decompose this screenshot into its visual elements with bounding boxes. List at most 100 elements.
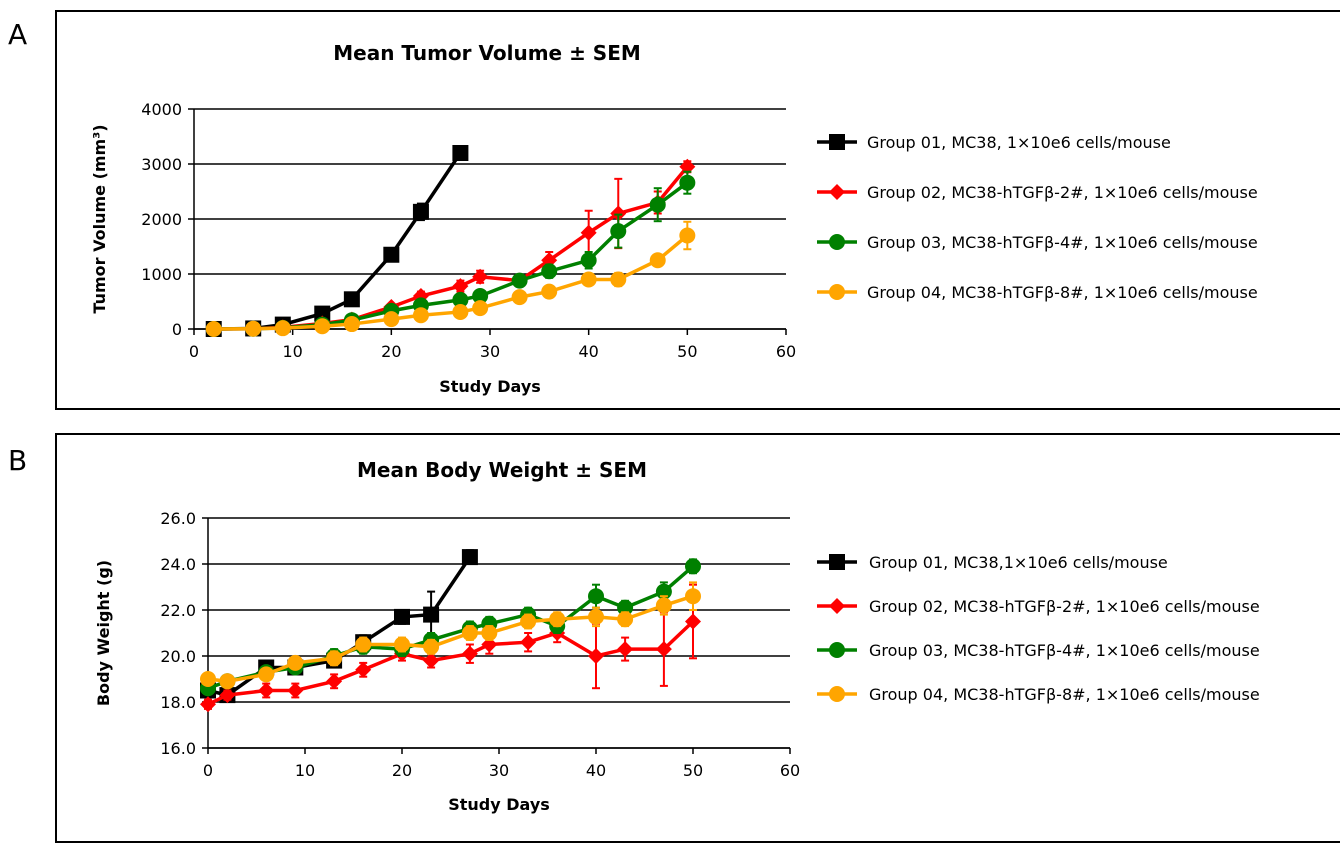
x-tick-label: 30: [480, 342, 500, 361]
data-point: [343, 291, 360, 308]
series-1: [205, 145, 469, 337]
series-4: [205, 220, 696, 337]
x-tick-label: 50: [683, 761, 703, 780]
series-4: [200, 581, 701, 690]
data-point: [685, 558, 701, 575]
panel-letter-a: A: [8, 18, 28, 51]
data-point: [511, 272, 528, 289]
data-point: [655, 641, 672, 658]
legend-item-4: Group 04, MC38-hTGFβ-8#, 1×10e6 cells/mo…: [817, 685, 1260, 704]
data-point: [511, 289, 528, 306]
chart-title: Mean Body Weight ± SEM: [357, 458, 647, 482]
data-point: [355, 661, 372, 678]
panel-b-frame: Mean Body Weight ± SEM 16.0 18.0 20.0 22.0 24…: [55, 433, 1340, 843]
data-point: [355, 636, 372, 653]
data-point: [394, 608, 410, 625]
legend-label: Group 04, MC38-hTGFβ-8#, 1×10e6 cells/mo…: [867, 283, 1258, 302]
legend-swatch-marker: [829, 686, 845, 702]
data-point: [383, 246, 400, 263]
y-tick-label: 2000: [141, 210, 182, 229]
data-point: [274, 320, 291, 337]
legend-label: Group 04, MC38-hTGFβ-8#, 1×10e6 cells/mo…: [869, 685, 1260, 704]
y-tick-label: 3000: [141, 155, 182, 174]
data-point: [205, 321, 222, 337]
data-point: [200, 671, 216, 687]
data-point: [452, 303, 469, 320]
legend-label: Group 03, MC38-hTGFβ-4#, 1×10e6 cells/mo…: [869, 641, 1260, 660]
data-point: [580, 224, 597, 241]
y-tick-label: 26.0: [160, 509, 196, 528]
x-tick-label: 40: [578, 342, 598, 361]
data-point: [461, 625, 478, 641]
legend-item-1: Group 01, MC38,1×10e6 cells/mouse: [817, 553, 1168, 572]
data-point: [617, 641, 634, 658]
x-tick-label: 50: [677, 342, 697, 361]
data-point: [245, 320, 262, 337]
x-tick-label: 0: [189, 342, 199, 361]
data-point: [549, 611, 566, 628]
data-point: [472, 288, 489, 304]
legend-label: Group 02, MC38-hTGFβ-2#, 1×10e6 cells/mo…: [867, 183, 1258, 202]
data-point: [461, 645, 478, 662]
data-point: [580, 271, 597, 288]
data-point: [452, 291, 469, 308]
x-tick-label: 0: [203, 761, 213, 780]
legend-swatch-marker: [829, 134, 845, 150]
data-point: [383, 311, 400, 328]
data-point: [461, 549, 478, 566]
legend-item-1: Group 01, MC38, 1×10e6 cells/mouse: [817, 133, 1171, 152]
data-point: [452, 278, 469, 295]
data-point: [219, 673, 236, 690]
data-point: [649, 196, 666, 213]
data-point: [394, 636, 410, 653]
series-line: [207, 594, 694, 684]
legend-item-3: Group 03, MC38-hTGFβ-4#, 1×10e6 cells/mo…: [817, 233, 1258, 252]
legend-label: Group 02, MC38-hTGFβ-2#, 1×10e6 cells/mo…: [869, 597, 1260, 616]
legend-item-2: Group 02, MC38-hTGFβ-2#, 1×10e6 cells/mo…: [817, 597, 1260, 616]
data-point: [200, 696, 216, 713]
data-point: [610, 271, 627, 288]
x-tick-label: 40: [586, 761, 606, 780]
y-tick-label: 22.0: [160, 601, 196, 620]
x-tick-label: 20: [381, 342, 401, 361]
legend-item-4: Group 04, MC38-hTGFβ-8#, 1×10e6 cells/mo…: [817, 283, 1258, 302]
data-point: [287, 654, 304, 671]
x-axis-title: Study Days: [439, 377, 541, 396]
data-point: [412, 307, 429, 324]
body-weight-chart: Mean Body Weight ± SEM 16.0 18.0 20.0 22.0 24…: [94, 458, 1260, 814]
y-tick-label: 24.0: [160, 555, 196, 574]
data-point: [343, 316, 360, 333]
panel-letter-b: B: [8, 444, 28, 477]
data-point: [617, 611, 634, 628]
legend-swatch-marker: [829, 554, 845, 570]
data-point: [472, 268, 489, 285]
series-line: [207, 620, 695, 706]
legend-swatch-marker: [829, 598, 845, 614]
x-tick-label: 20: [392, 761, 412, 780]
legend-label: Group 01, MC38,1×10e6 cells/mouse: [869, 553, 1168, 572]
data-point: [588, 608, 604, 625]
tumor-volume-chart: Mean Tumor Volume ± SEM 0 1000 2000 3000 4000…: [90, 41, 1258, 396]
y-tick-label: 0: [172, 320, 182, 339]
data-point: [219, 687, 236, 704]
series-2: [200, 583, 701, 713]
x-tick-label: 60: [776, 342, 796, 361]
data-point: [679, 227, 696, 244]
data-point: [287, 682, 304, 699]
legend-swatch-marker: [829, 284, 845, 300]
data-point: [580, 252, 597, 269]
data-point: [520, 634, 537, 651]
data-point: [685, 613, 701, 630]
y-tick-label: 16.0: [160, 739, 196, 758]
data-point: [412, 203, 429, 220]
x-tick-label: 10: [295, 761, 315, 780]
data-point: [520, 613, 537, 630]
y-axis-title: Tumor Volume (mm³): [90, 124, 109, 313]
data-point: [679, 174, 696, 191]
data-point: [423, 652, 440, 669]
data-point: [314, 318, 331, 335]
data-point: [541, 283, 558, 300]
data-point: [452, 145, 469, 161]
series-line: [213, 181, 689, 331]
data-point: [541, 263, 558, 280]
